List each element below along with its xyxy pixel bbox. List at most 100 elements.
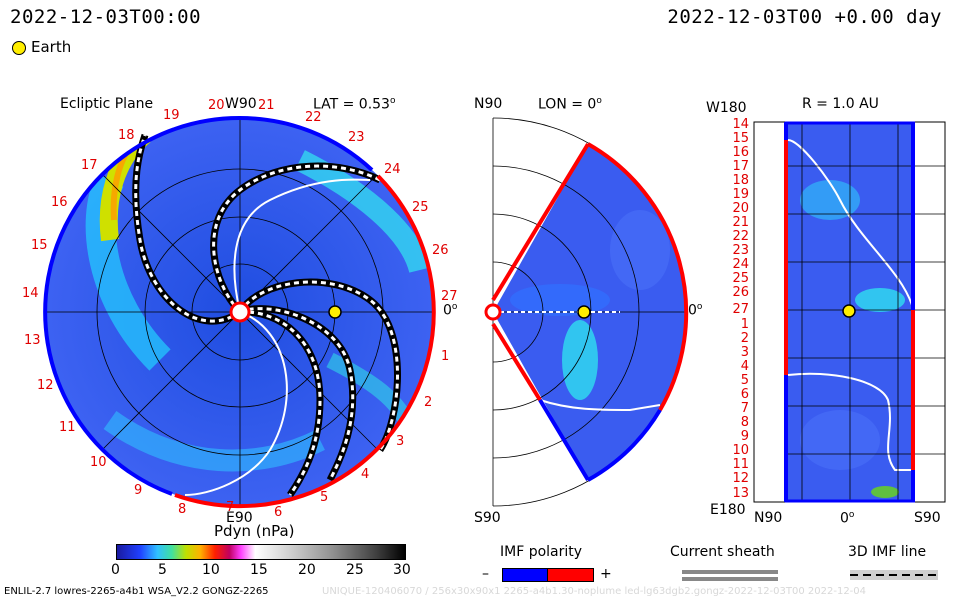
ecliptic-tick: 25 — [412, 200, 429, 215]
map-y-tick: 22 — [732, 229, 749, 244]
map-y-tick: 4 — [740, 359, 749, 374]
ecliptic-tick: 24 — [384, 162, 401, 177]
meridional-s90-label: S90 — [474, 510, 501, 526]
imf-3d-line-swatch — [850, 570, 938, 580]
map-y-tick: 2 — [740, 331, 749, 346]
ecliptic-e90-label: E90 — [226, 510, 253, 526]
ecliptic-tick: 1 — [441, 349, 450, 364]
map-w180-label: W180 — [706, 100, 747, 116]
ecliptic-lat-label: LAT = 0.53o — [313, 96, 396, 113]
map-y-tick: 27 — [732, 302, 749, 317]
ecliptic-tick: 14 — [22, 286, 39, 301]
ecliptic-tick: 7 — [226, 500, 235, 515]
current-sheath-swatch — [682, 577, 778, 581]
ecliptic-tick: 5 — [320, 490, 329, 505]
map-x-label: 0o — [840, 510, 855, 527]
colorbar-tick: 25 — [346, 562, 364, 578]
map-y-tick: 12 — [732, 471, 749, 486]
ecliptic-w90-label: W90 — [225, 96, 257, 112]
map-panel — [753, 121, 946, 503]
colorbar-tick: 0 — [111, 562, 120, 578]
earth-marker-map-icon — [842, 304, 856, 318]
ecliptic-tick: 22 — [305, 110, 322, 125]
timestamp-right: 2022-12-03T00 +0.00 day — [667, 6, 942, 28]
map-y-tick: 8 — [740, 415, 749, 430]
map-y-tick: 14 — [732, 117, 749, 132]
footer-model-info: ENLIL-2.7 lowres-2265-a4b1 WSA_V2.2 GONG… — [4, 586, 269, 597]
current-sheath-swatch — [682, 570, 778, 574]
ecliptic-tick: 2 — [424, 395, 433, 410]
earth-legend-label: Earth — [31, 38, 72, 56]
map-y-tick: 23 — [732, 243, 749, 258]
meridional-n90-label: N90 — [474, 96, 503, 112]
ecliptic-tick: 8 — [178, 502, 187, 517]
map-y-tick: 6 — [740, 387, 749, 402]
ecliptic-tick: 20 — [208, 98, 225, 113]
map-y-tick: 5 — [740, 373, 749, 388]
ecliptic-tick: 16 — [51, 195, 68, 210]
colorbar-tick: 5 — [158, 562, 167, 578]
ecliptic-tick: 9 — [134, 483, 143, 498]
imf-polarity-title: IMF polarity — [500, 544, 583, 560]
map-y-tick: 1 — [740, 317, 749, 332]
timestamp-left: 2022-12-03T00:00 — [10, 6, 202, 28]
map-y-tick: 26 — [732, 285, 749, 300]
map-y-tick: 25 — [732, 271, 749, 286]
map-e180-label: E180 — [710, 502, 746, 518]
colorbar-tick: 20 — [298, 562, 316, 578]
ecliptic-tick: 15 — [31, 238, 48, 253]
map-y-tick: 13 — [732, 486, 749, 501]
map-y-tick: 15 — [732, 131, 749, 146]
map-y-tick: 18 — [732, 173, 749, 188]
current-sheath-title: Current sheath — [670, 544, 775, 560]
map-y-tick: 7 — [740, 401, 749, 416]
colorbar-tick: 30 — [393, 562, 411, 578]
imf-minus-label: – — [482, 566, 489, 582]
imf-3d-line-title: 3D IMF line — [848, 544, 927, 560]
ecliptic-tick: 27 — [441, 289, 458, 304]
meridional-zero-label: 0o — [688, 302, 703, 319]
colorbar — [116, 544, 406, 560]
map-y-tick: 11 — [732, 457, 749, 472]
ecliptic-tick: 21 — [258, 98, 275, 113]
colorbar-tick: 15 — [250, 562, 268, 578]
map-y-tick: 24 — [732, 257, 749, 272]
ecliptic-plane-panel — [43, 115, 436, 509]
map-x-label: N90 — [754, 510, 783, 526]
map-x-label: S90 — [914, 510, 941, 526]
ecliptic-title: Ecliptic Plane — [60, 96, 154, 112]
map-y-tick: 21 — [732, 215, 749, 230]
ecliptic-tick: 12 — [37, 378, 54, 393]
ecliptic-tick: 4 — [361, 467, 370, 482]
sun-icon — [229, 301, 251, 323]
footer-run-id: UNIQUE-120406070 / 256x30x90x1 2265-a4b1… — [322, 586, 867, 597]
map-y-tick: 17 — [732, 159, 749, 174]
earth-marker-icon — [328, 305, 342, 319]
ecliptic-tick: 19 — [163, 108, 180, 123]
map-y-tick: 9 — [740, 429, 749, 444]
map-r-label: R = 1.0 AU — [802, 96, 879, 112]
map-y-tick: 20 — [732, 201, 749, 216]
ecliptic-tick: 17 — [81, 158, 98, 173]
imf-plus-label: + — [600, 566, 612, 582]
earth-legend-icon — [12, 41, 26, 55]
map-y-tick: 19 — [732, 187, 749, 202]
ecliptic-tick: 10 — [90, 455, 107, 470]
ecliptic-tick: 23 — [348, 130, 365, 145]
map-y-tick: 3 — [740, 345, 749, 360]
ecliptic-tick: 11 — [59, 420, 76, 435]
earth-marker-meridional-icon — [577, 305, 591, 319]
ecliptic-tick: 26 — [432, 243, 449, 258]
imf-negative-swatch — [502, 568, 549, 582]
map-y-tick: 10 — [732, 443, 749, 458]
imf-positive-swatch — [547, 568, 594, 582]
meridional-lon-label: LON = 0o — [538, 96, 602, 113]
ecliptic-tick: 6 — [274, 505, 283, 520]
map-y-tick: 16 — [732, 145, 749, 160]
ecliptic-tick: 13 — [24, 333, 41, 348]
ecliptic-tick: 18 — [118, 128, 135, 143]
meridional-plane-panel — [484, 117, 689, 507]
ecliptic-zero-label: 0o — [443, 302, 458, 319]
ecliptic-tick: 3 — [396, 434, 405, 449]
colorbar-tick: 10 — [202, 562, 220, 578]
